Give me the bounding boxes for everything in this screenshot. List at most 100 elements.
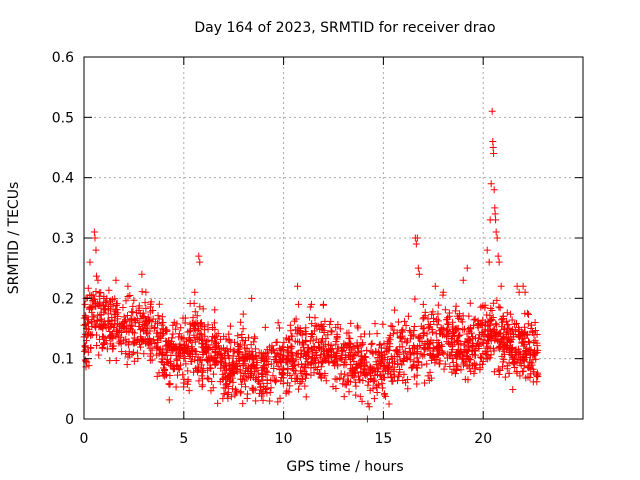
data-point: [511, 327, 519, 335]
data-point: [354, 348, 362, 356]
data-point: [197, 319, 205, 327]
data-point: [469, 335, 477, 343]
data-point: [481, 348, 489, 356]
data-point: [302, 338, 310, 346]
data-point: [223, 381, 231, 389]
data-point: [135, 302, 143, 310]
data-point: [475, 345, 483, 353]
data-point: [112, 302, 120, 310]
data-point: [463, 339, 471, 347]
data-point: [340, 393, 348, 401]
data-point: [184, 367, 192, 375]
data-point: [401, 317, 409, 325]
data-point: [196, 330, 204, 338]
data-point: [203, 349, 211, 357]
data-point: [142, 317, 150, 325]
data-point: [136, 310, 144, 318]
data-point: [452, 354, 460, 362]
data-point: [474, 321, 482, 329]
data-point: [243, 394, 251, 402]
data-point: [266, 388, 274, 396]
data-point: [196, 258, 204, 266]
data-point: [374, 354, 382, 362]
data-point: [221, 369, 229, 377]
data-point: [159, 371, 167, 379]
data-point: [451, 307, 459, 315]
data-point: [111, 308, 119, 316]
data-point: [440, 350, 448, 358]
data-point: [217, 358, 225, 366]
data-point: [143, 324, 151, 332]
data-point: [354, 324, 362, 332]
data-point: [489, 144, 497, 151]
data-point: [383, 340, 391, 348]
data-point: [151, 318, 159, 326]
data-point: [415, 270, 423, 278]
data-point: [177, 324, 185, 332]
data-point: [86, 303, 94, 311]
data-point: [153, 372, 161, 380]
data-point: [140, 350, 148, 358]
data-point: [181, 341, 189, 349]
data-point: [207, 352, 215, 360]
data-point: [531, 318, 539, 326]
data-point: [121, 324, 129, 332]
data-point: [138, 288, 146, 296]
data-point: [175, 366, 183, 374]
data-point: [257, 349, 265, 357]
data-point: [298, 369, 306, 377]
data-point: [322, 356, 330, 364]
data-point: [362, 353, 370, 361]
data-point: [331, 375, 339, 383]
data-point: [486, 344, 494, 352]
data-point: [292, 350, 300, 358]
data-point: [305, 313, 313, 321]
data-point: [168, 334, 176, 342]
data-point: [319, 350, 327, 358]
data-point: [186, 327, 194, 335]
data-point: [510, 330, 518, 338]
data-point: [224, 352, 232, 360]
data-point: [490, 368, 498, 376]
data-point: [248, 294, 256, 302]
data-point: [522, 374, 530, 382]
data-point: [237, 388, 245, 396]
data-point: [434, 301, 442, 309]
data-point: [483, 246, 491, 254]
data-point: [189, 314, 197, 322]
data-point: [492, 216, 500, 224]
data-point: [317, 321, 325, 329]
data-point: [141, 299, 149, 307]
data-point: [521, 310, 529, 318]
data-point: [297, 346, 305, 354]
data-point: [288, 357, 296, 365]
data-point: [509, 344, 517, 352]
data-point: [316, 325, 324, 333]
data-point: [190, 299, 198, 307]
data-point: [129, 308, 137, 316]
data-point: [251, 375, 259, 383]
data-point: [96, 335, 104, 343]
data-point: [347, 346, 355, 354]
data-point: [191, 288, 199, 296]
data-point: [285, 388, 293, 396]
data-point: [198, 383, 206, 391]
data-point: [84, 284, 92, 292]
data-point: [496, 367, 504, 375]
data-point: [97, 304, 105, 312]
data-point: [477, 354, 485, 362]
data-point: [388, 359, 396, 367]
data-point: [533, 339, 541, 347]
data-point: [347, 319, 355, 327]
data-point: [127, 315, 135, 323]
data-point: [241, 354, 249, 362]
data-point: [515, 288, 523, 296]
data-point: [218, 353, 226, 361]
data-point: [97, 288, 105, 296]
data-point: [531, 351, 539, 359]
data-point: [294, 282, 302, 290]
data-point: [184, 377, 192, 385]
data-point: [476, 353, 484, 361]
data-point: [406, 348, 414, 356]
